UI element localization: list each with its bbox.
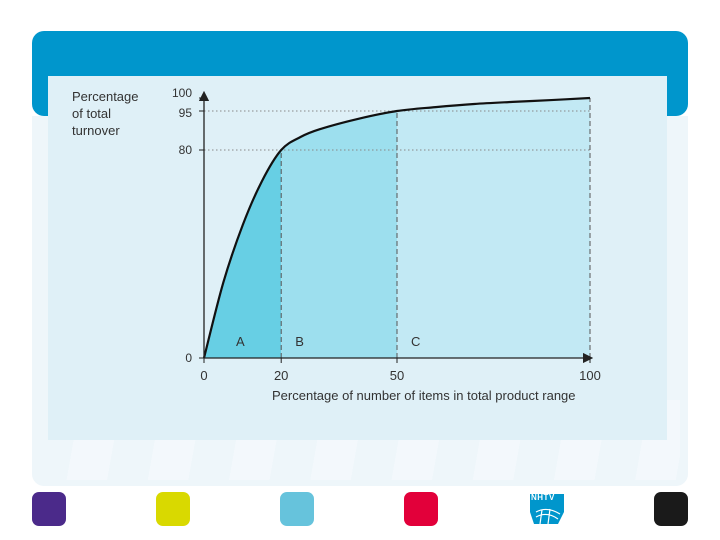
footer-color-square xyxy=(654,492,688,526)
abc-analysis-chart: 0 20 50 100 0 80 95 100 A B C Percentage of numb… xyxy=(72,86,601,403)
region-b-fill xyxy=(281,98,397,358)
y-tick-label: 80 xyxy=(179,143,193,157)
y-axis-title-line: of total xyxy=(72,106,111,121)
footer-color-square xyxy=(32,492,66,526)
x-tick-label: 50 xyxy=(390,368,404,383)
y-tick-label: 0 xyxy=(185,351,192,365)
x-tick-label: 100 xyxy=(579,368,601,383)
x-axis-title: Percentage of number of items in total p… xyxy=(272,388,576,403)
footer-color-square xyxy=(280,492,314,526)
region-label-a: A xyxy=(236,334,245,349)
region-c-fill xyxy=(397,98,590,358)
y-axis-title-line: turnover xyxy=(72,123,120,138)
logo-text: NHTV xyxy=(531,493,555,502)
region-label-b: B xyxy=(295,334,304,349)
x-tick-label: 20 xyxy=(274,368,288,383)
y-tick-label: 100 xyxy=(172,86,192,100)
nhtv-logo xyxy=(530,494,564,525)
y-tick-label: 95 xyxy=(179,106,193,120)
y-axis-title-line: Percentage xyxy=(72,89,139,104)
x-tick-label: 0 xyxy=(200,368,207,383)
cumulative-turnover-curve xyxy=(202,96,591,359)
y-axis-title: Percentage of total turnover xyxy=(72,89,139,138)
region-label-c: C xyxy=(411,334,420,349)
footer-color-square xyxy=(156,492,190,526)
footer-color-square xyxy=(404,492,438,526)
